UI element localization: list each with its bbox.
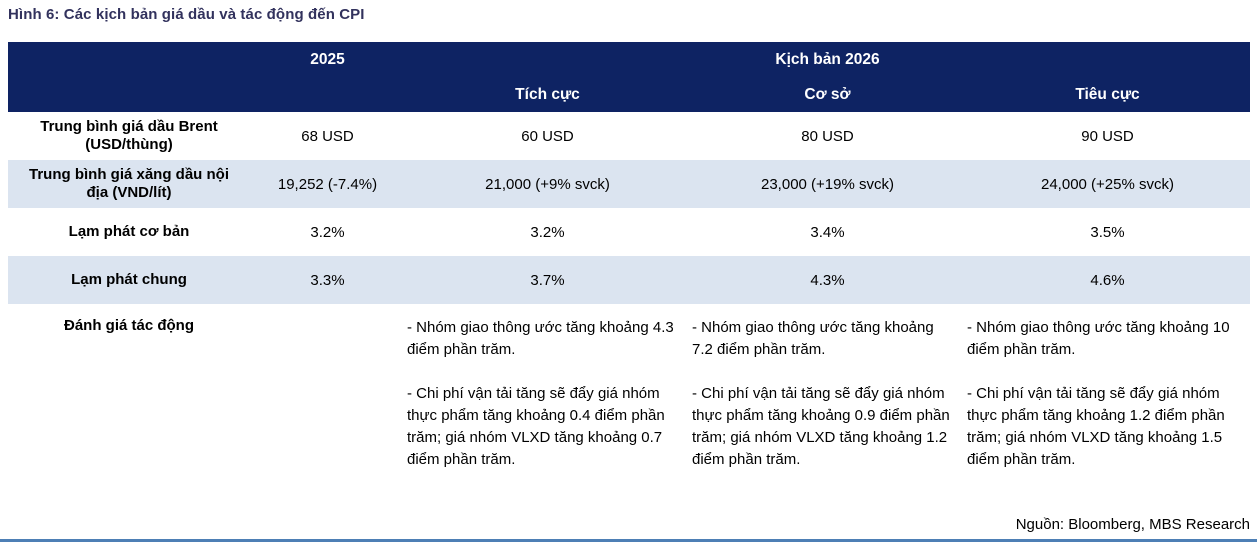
table-row-headline-inflation: Lạm phát chung 3.3% 3.7% 4.3% 4.6% [8,256,1250,304]
table-row-impact-assessment: Đánh giá tác động - Nhóm giao thông ước … [8,304,1250,506]
table-row-core-inflation: Lạm phát cơ bản 3.2% 3.2% 3.4% 3.5% [8,208,1250,256]
value-cell: 90 USD [1081,127,1134,145]
scenario-table: 2025 Kịch bản 2026 Tích cực Cơ sở Tiêu c… [8,42,1250,506]
value-cell: 24,000 (+25% svck) [1041,175,1174,193]
value-cell: 23,000 (+19% svck) [761,175,894,193]
row-label: Trung bình giá dầu Brent (USD/thùng) [40,118,218,153]
value-cell: 3.4% [810,223,845,241]
impact-paragraph: - Chi phí vận tải tăng sẽ đẩy giá nhóm t… [407,385,665,468]
value-cell: 3.2% [310,223,345,241]
value-cell: 3.7% [530,271,565,289]
header-scenario-negative: Tiêu cực [1075,86,1140,103]
figure-title: Hình 6: Các kịch bản giá dầu và tác động… [8,6,365,23]
value-cell: 80 USD [801,127,854,145]
impact-cell-base: - Nhóm giao thông ước tăng khoảng 7.2 đi… [690,317,965,471]
impact-paragraph: - Chi phí vận tải tăng sẽ đẩy giá nhóm t… [967,385,1225,468]
header-group-2026: Kịch bản 2026 [775,51,880,68]
row-label: Trung bình giá xăng dầu nội địa (VND/lít… [29,166,229,201]
header-scenario-positive: Tích cực [515,86,580,103]
bottom-rule-divider [0,539,1257,542]
value-cell: 21,000 (+9% svck) [485,175,610,193]
source-note: Nguồn: Bloomberg, MBS Research [1015,516,1250,533]
impact-cell-negative: - Nhóm giao thông ước tăng khoảng 10 điể… [965,317,1250,471]
impact-cell-positive: - Nhóm giao thông ước tăng khoảng 4.3 đi… [405,317,690,471]
value-cell: 4.3% [810,271,845,289]
table-header: 2025 Kịch bản 2026 Tích cực Cơ sở Tiêu c… [8,42,1250,112]
value-cell: 3.5% [1090,223,1125,241]
table-row-brent: Trung bình giá dầu Brent (USD/thùng) 68 … [8,112,1250,160]
impact-label: Đánh giá tác động [63,317,194,334]
impact-paragraph: - Nhóm giao thông ước tăng khoảng 7.2 đi… [692,319,934,358]
impact-paragraph: - Nhóm giao thông ước tăng khoảng 10 điể… [967,319,1230,358]
value-cell: 60 USD [521,127,574,145]
header-col-2025: 2025 [310,51,345,68]
value-cell: 3.3% [310,271,345,289]
header-scenario-base: Cơ sở [804,86,851,103]
value-cell: 3.2% [530,223,565,241]
value-cell: 19,252 (-7.4%) [277,175,378,193]
value-cell: 4.6% [1090,271,1125,289]
value-cell: 68 USD [301,127,354,145]
impact-paragraph: - Chi phí vận tải tăng sẽ đẩy giá nhóm t… [692,385,950,468]
table-row-petrol: Trung bình giá xăng dầu nội địa (VND/lít… [8,160,1250,208]
impact-paragraph: - Nhóm giao thông ước tăng khoảng 4.3 đi… [407,319,674,358]
row-label: Lạm phát cơ bản [68,223,190,240]
row-label: Lạm phát chung [71,271,187,288]
